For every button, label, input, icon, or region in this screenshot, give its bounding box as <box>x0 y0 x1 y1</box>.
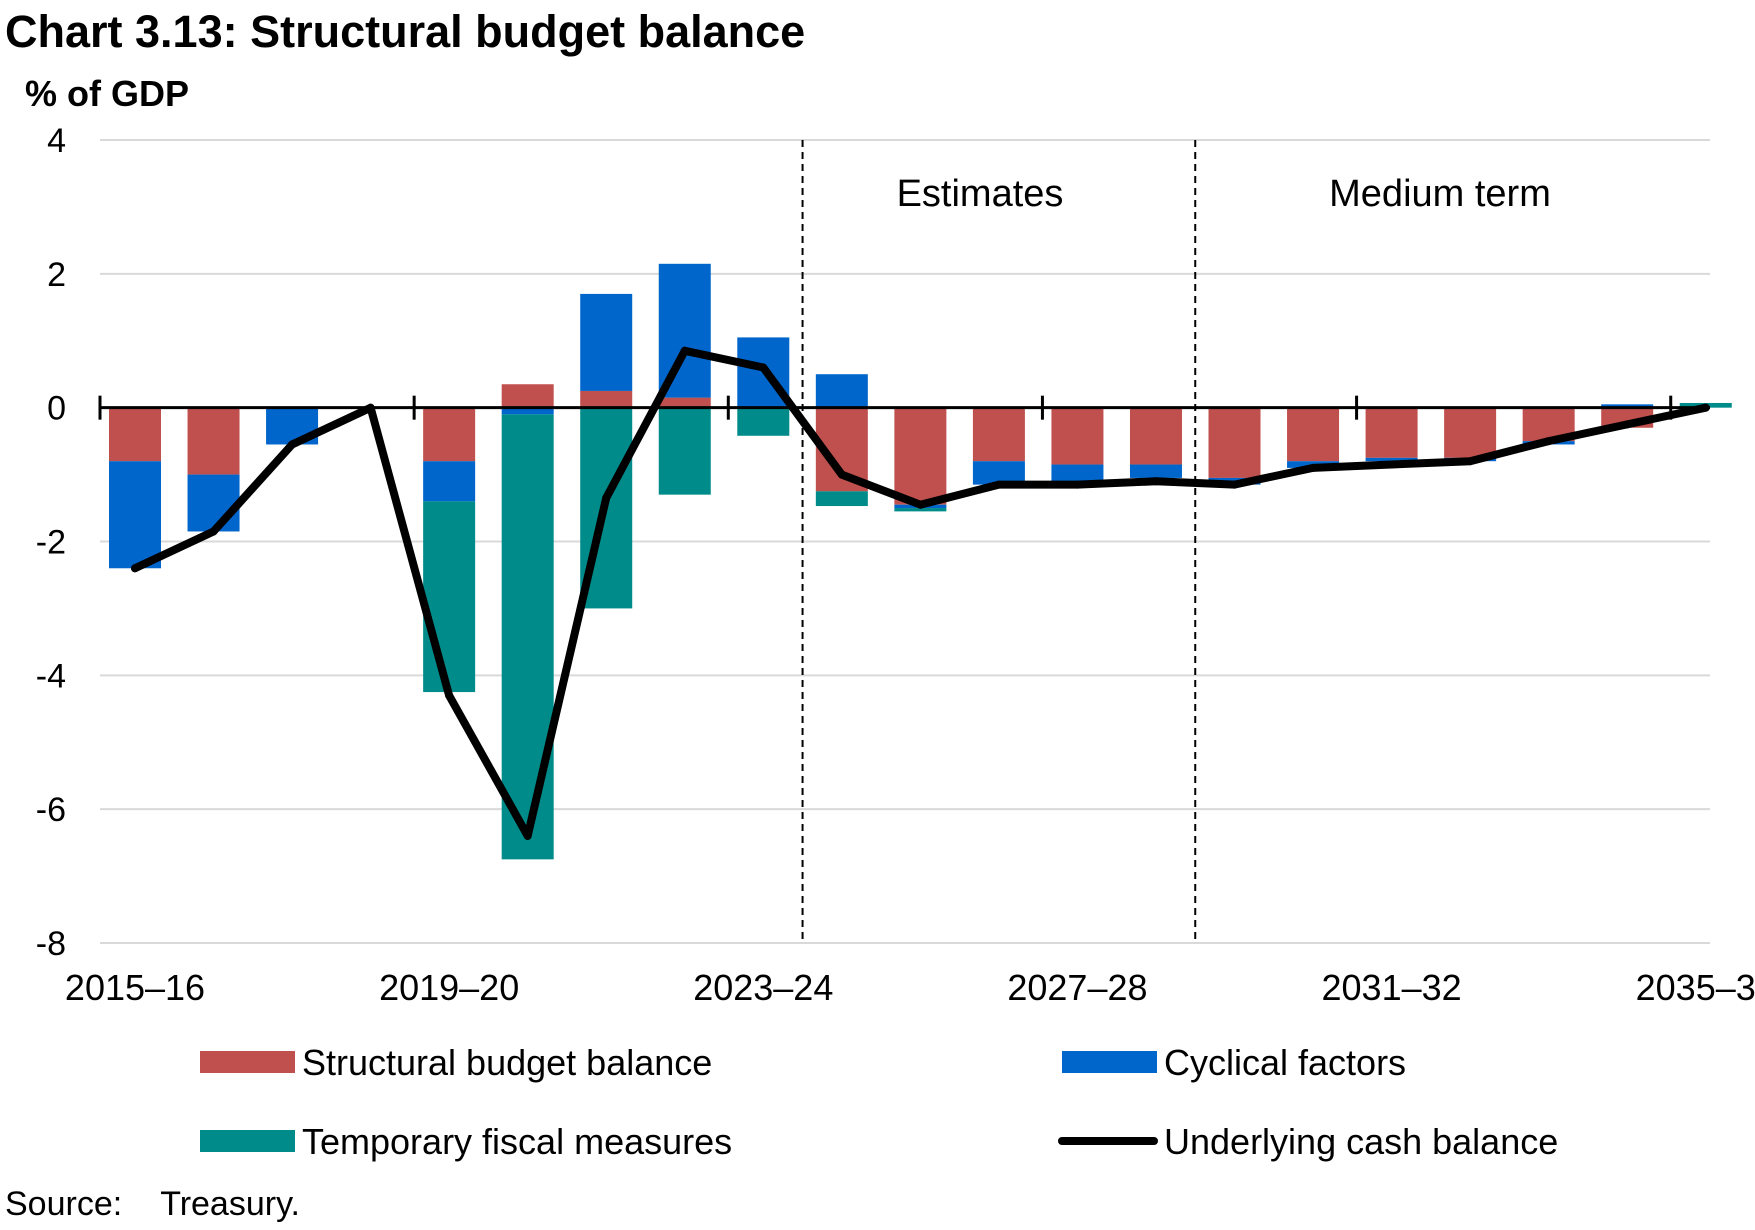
legend-item-temporary-fiscal-measures: Temporary fiscal measures <box>200 1121 732 1162</box>
bar-temporary-fiscal-measures <box>737 407 790 436</box>
bar-cyclical-factors <box>187 474 240 532</box>
x-tick-label: 2035–36 <box>1636 967 1755 1008</box>
bar-cyclical-factors <box>1365 457 1418 462</box>
legend-label: Cyclical factors <box>1164 1042 1406 1083</box>
line-point <box>680 346 689 355</box>
legend-label: Temporary fiscal measures <box>302 1121 732 1162</box>
bar-structural-budget-balance <box>1287 407 1340 462</box>
line-point <box>1151 477 1160 486</box>
bar-structural-budget-balance <box>109 407 161 462</box>
x-tick-labels: 2015–16 2019–20 2023–24 2027–28 2031–32 2035–… <box>65 967 1755 1008</box>
legend-swatch <box>1062 1051 1157 1073</box>
y-tick-label: -8 <box>36 925 66 963</box>
underlying-cash-line <box>131 346 1710 840</box>
bar-temporary-fiscal-measures <box>423 501 476 693</box>
line-point <box>759 363 768 372</box>
bar-structural-budget-balance <box>1051 407 1104 465</box>
x-tick-label: 2015–16 <box>65 967 205 1008</box>
bar-cyclical-factors <box>1129 464 1182 478</box>
source-label: Source: <box>5 1185 123 1223</box>
line-point <box>837 470 846 479</box>
line-point <box>445 691 454 700</box>
line-point <box>916 500 925 509</box>
annotation-estimates: Estimates <box>897 173 1064 215</box>
source-text: Treasury. <box>160 1185 300 1223</box>
bar-cyclical-factors <box>815 374 868 408</box>
x-tick-label: 2027–28 <box>1007 967 1147 1008</box>
y-tick-label: -6 <box>36 791 66 829</box>
line-point <box>1230 480 1239 489</box>
bar-structural-budget-balance <box>1444 407 1497 458</box>
x-tick-label: 2023–24 <box>693 967 833 1008</box>
bar-cyclical-factors <box>423 461 476 502</box>
line-point <box>1544 437 1553 446</box>
chart-title: Chart 3.13: Structural budget balance <box>5 6 806 57</box>
line-point <box>1701 403 1710 412</box>
line-point <box>288 440 297 449</box>
legend-label: Underlying cash balance <box>1164 1121 1558 1162</box>
y-tick-label: 2 <box>47 256 66 294</box>
line-point <box>366 403 375 412</box>
line-point <box>602 494 611 503</box>
line-point <box>131 564 139 573</box>
legend: Structural budget balance Cyclical factor… <box>200 1042 1558 1162</box>
line-point <box>1623 420 1632 429</box>
bar-structural-budget-balance <box>1129 407 1182 465</box>
bar-temporary-fiscal-measures <box>658 407 711 495</box>
bar-structural-budget-balance <box>580 390 633 408</box>
line-point <box>1387 460 1396 469</box>
y-axis-label: % of GDP <box>25 73 189 114</box>
x-tick-label: 2019–20 <box>379 967 519 1008</box>
bar-structural-budget-balance <box>423 407 476 462</box>
bar-cyclical-factors <box>1601 404 1654 408</box>
bar-cyclical-factors <box>501 407 554 415</box>
y-tick-label: -2 <box>36 524 66 562</box>
y-tick-label: 0 <box>47 390 66 428</box>
legend-swatch <box>200 1051 295 1073</box>
bar-structural-budget-balance <box>501 384 554 408</box>
y-tick-label: 4 <box>47 122 66 160</box>
bar-structural-budget-balance <box>972 407 1025 462</box>
bar-temporary-fiscal-measures <box>501 414 554 860</box>
gridlines <box>100 139 1710 944</box>
y-tick-label: -4 <box>36 657 66 695</box>
bars <box>109 263 1732 860</box>
legend-item-cyclical-factors: Cyclical factors <box>1062 1042 1406 1083</box>
legend-item-structural-budget-balance: Structural budget balance <box>200 1042 712 1083</box>
bar-structural-budget-balance <box>894 407 947 505</box>
bar-structural-budget-balance <box>187 407 240 475</box>
y-tick-labels: 4 2 0 -2 -4 -6 -8 <box>36 122 66 963</box>
line-point <box>1309 463 1318 472</box>
bar-cyclical-factors <box>109 461 161 569</box>
annotation-medium-term: Medium term <box>1329 173 1551 215</box>
legend-item-underlying-cash-balance: Underlying cash balance <box>1058 1121 1558 1162</box>
bar-structural-budget-balance <box>1365 407 1418 458</box>
bar-cyclical-factors <box>1051 464 1104 482</box>
bar-structural-budget-balance <box>1208 407 1261 478</box>
bar-structural-budget-balance <box>658 397 711 408</box>
period-annotations: Estimates Medium term <box>897 173 1551 215</box>
line-point <box>209 527 218 536</box>
bar-temporary-fiscal-measures <box>894 508 947 512</box>
bar-cyclical-factors <box>972 461 1025 485</box>
bar-temporary-fiscal-measures <box>815 491 868 507</box>
line-point <box>994 480 1003 489</box>
line-point <box>1466 457 1475 466</box>
source-note: Source: Treasury. <box>5 1185 300 1224</box>
bar-cyclical-factors <box>580 293 633 391</box>
line-point <box>523 831 532 840</box>
legend-label: Structural budget balance <box>302 1042 712 1083</box>
legend-swatch <box>200 1130 295 1152</box>
x-tick-label: 2031–32 <box>1322 967 1462 1008</box>
line-point <box>1073 480 1082 489</box>
period-dividers <box>801 140 1197 943</box>
